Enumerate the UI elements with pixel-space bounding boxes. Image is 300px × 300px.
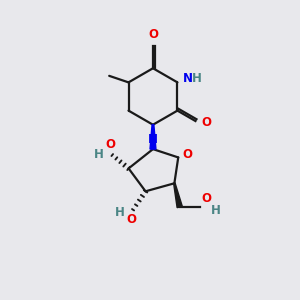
Text: O: O — [182, 148, 192, 161]
Text: N: N — [148, 133, 158, 146]
Text: H: H — [94, 148, 103, 161]
Text: O: O — [106, 138, 116, 151]
Text: H: H — [192, 72, 202, 85]
Text: O: O — [149, 28, 159, 40]
Text: O: O — [201, 192, 212, 205]
Text: H: H — [211, 203, 220, 217]
Polygon shape — [150, 125, 156, 149]
Text: N: N — [183, 72, 193, 85]
Polygon shape — [174, 183, 182, 208]
Text: O: O — [201, 116, 211, 129]
Text: H: H — [115, 206, 125, 219]
Text: O: O — [127, 213, 136, 226]
